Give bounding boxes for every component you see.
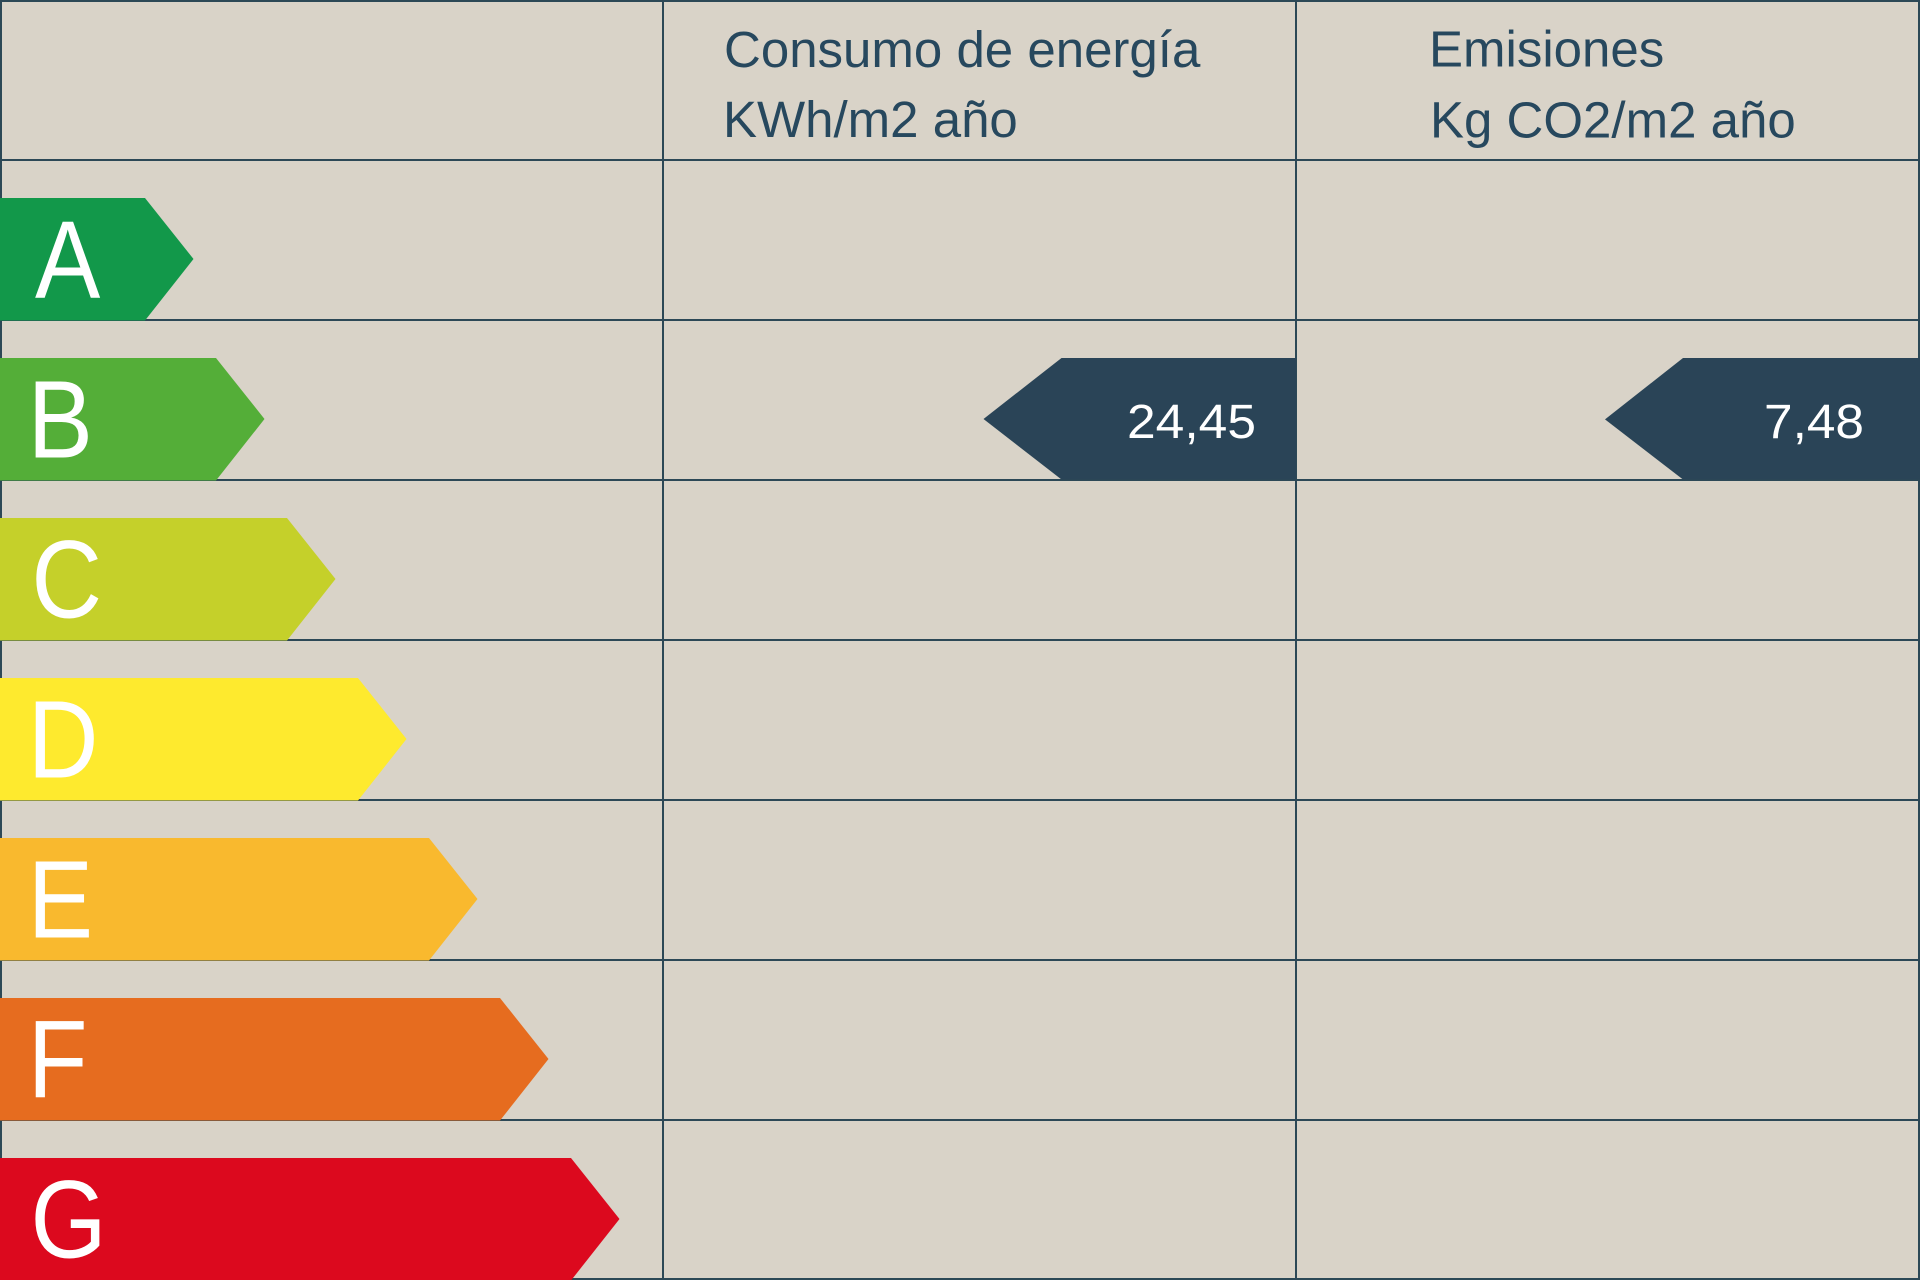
svg-text:Consumo de energía: Consumo de energía <box>724 21 1201 78</box>
svg-text:KWh/m2 año: KWh/m2 año <box>723 91 1018 148</box>
svg-text:B: B <box>28 359 93 482</box>
svg-text:C: C <box>31 519 102 642</box>
svg-text:Emisiones: Emisiones <box>1429 21 1664 78</box>
svg-text:24,45: 24,45 <box>1127 396 1256 449</box>
svg-text:7,48: 7,48 <box>1764 396 1864 449</box>
svg-text:D: D <box>28 679 99 802</box>
svg-text:E: E <box>28 839 93 962</box>
svg-text:A: A <box>35 199 101 322</box>
svg-text:F: F <box>28 999 88 1122</box>
svg-text:Kg CO2/m2 año: Kg CO2/m2 año <box>1430 92 1796 149</box>
svg-text:G: G <box>31 1159 107 1280</box>
